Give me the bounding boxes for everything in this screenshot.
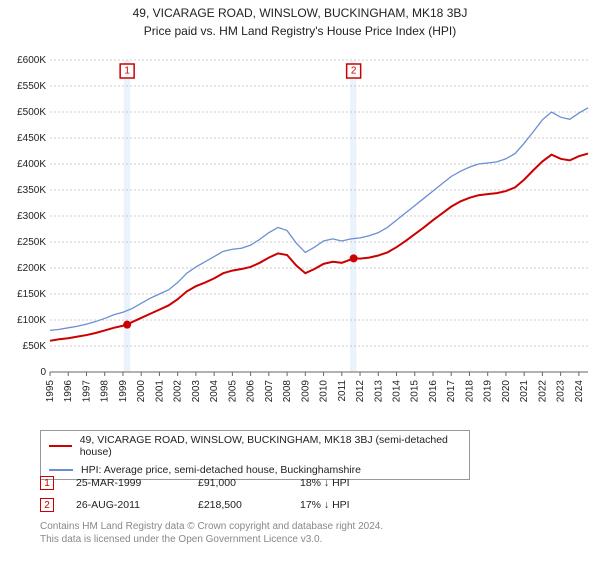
svg-text:1997: 1997	[81, 380, 92, 403]
svg-text:2023: 2023	[556, 380, 567, 403]
chart-title: 49, VICARAGE ROAD, WINSLOW, BUCKINGHAM, …	[0, 6, 600, 20]
svg-text:2010: 2010	[319, 380, 330, 403]
chart-subtitle: Price paid vs. HM Land Registry's House …	[0, 24, 600, 38]
sale-date-1: 25-MAR-1999	[76, 477, 176, 489]
legend-box: 49, VICARAGE ROAD, WINSLOW, BUCKINGHAM, …	[40, 430, 470, 480]
svg-text:2015: 2015	[410, 380, 421, 403]
chart-svg: 0 £50K £100K £150K £200K £250K £300K £350K £400K…	[6, 54, 594, 424]
legend-row-property: 49, VICARAGE ROAD, WINSLOW, BUCKINGHAM, …	[41, 431, 469, 461]
sale-date-2: 26-AUG-2011	[76, 499, 176, 511]
chart-container: 49, VICARAGE ROAD, WINSLOW, BUCKINGHAM, …	[0, 6, 600, 566]
svg-text:£150K: £150K	[17, 289, 46, 300]
svg-text:2020: 2020	[501, 380, 512, 403]
svg-text:1999: 1999	[118, 380, 129, 403]
svg-text:£300K: £300K	[17, 211, 46, 222]
svg-text:2021: 2021	[519, 380, 530, 403]
svg-text:2000: 2000	[136, 380, 147, 403]
svg-text:2013: 2013	[373, 380, 384, 403]
legend-label-property: 49, VICARAGE ROAD, WINSLOW, BUCKINGHAM, …	[80, 434, 461, 458]
svg-text:2: 2	[351, 66, 357, 77]
svg-text:2003: 2003	[191, 380, 202, 403]
svg-text:2017: 2017	[446, 380, 457, 403]
legend-swatch-property	[49, 445, 72, 447]
svg-text:£450K: £450K	[17, 133, 46, 144]
svg-text:£550K: £550K	[17, 81, 46, 92]
svg-text:£400K: £400K	[17, 159, 46, 170]
svg-text:2005: 2005	[227, 380, 238, 403]
sale-marker-1: 1	[40, 476, 54, 490]
svg-text:0: 0	[40, 367, 46, 378]
sale-marker-2: 2	[40, 498, 54, 512]
svg-text:£350K: £350K	[17, 185, 46, 196]
copyright-line1: Contains HM Land Registry data © Crown c…	[40, 521, 383, 532]
svg-text:2006: 2006	[246, 380, 257, 403]
svg-text:£250K: £250K	[17, 237, 46, 248]
svg-text:2018: 2018	[464, 380, 475, 403]
svg-text:2016: 2016	[428, 380, 439, 403]
svg-text:2002: 2002	[173, 380, 184, 403]
sale-price-2: £218,500	[198, 499, 278, 511]
sale-row-1: 1 25-MAR-1999 £91,000 18% ↓ HPI	[40, 476, 580, 490]
svg-text:2014: 2014	[392, 380, 403, 403]
svg-text:£200K: £200K	[17, 263, 46, 274]
svg-text:2012: 2012	[355, 380, 366, 403]
copyright: Contains HM Land Registry data © Crown c…	[40, 520, 580, 546]
svg-text:2019: 2019	[483, 380, 494, 403]
svg-text:£100K: £100K	[17, 315, 46, 326]
svg-text:1996: 1996	[63, 380, 74, 403]
sale-row-2: 2 26-AUG-2011 £218,500 17% ↓ HPI	[40, 498, 580, 512]
svg-text:1: 1	[124, 66, 130, 77]
svg-text:£50K: £50K	[23, 341, 47, 352]
svg-text:2008: 2008	[282, 380, 293, 403]
svg-text:1998: 1998	[100, 380, 111, 403]
svg-text:2022: 2022	[537, 380, 548, 403]
svg-text:2004: 2004	[209, 380, 220, 403]
copyright-line2: This data is licensed under the Open Gov…	[40, 534, 322, 545]
legend-label-hpi: HPI: Average price, semi-detached house,…	[81, 464, 361, 476]
svg-text:1995: 1995	[45, 380, 56, 403]
svg-text:2001: 2001	[154, 380, 165, 403]
svg-text:£500K: £500K	[17, 107, 46, 118]
sale-relation-1: 18% ↓ HPI	[300, 477, 350, 489]
sale-relation-2: 17% ↓ HPI	[300, 499, 350, 511]
chart-plot: 0 £50K £100K £150K £200K £250K £300K £350K £400K…	[6, 54, 594, 424]
sales-footer: 1 25-MAR-1999 £91,000 18% ↓ HPI 2 26-AUG…	[40, 476, 580, 546]
svg-text:2009: 2009	[300, 380, 311, 403]
svg-text:£600K: £600K	[17, 55, 46, 66]
sale-price-1: £91,000	[198, 477, 278, 489]
svg-text:2007: 2007	[264, 380, 275, 403]
legend-swatch-hpi	[49, 469, 73, 471]
svg-text:2011: 2011	[337, 380, 348, 402]
svg-text:2024: 2024	[574, 380, 585, 403]
